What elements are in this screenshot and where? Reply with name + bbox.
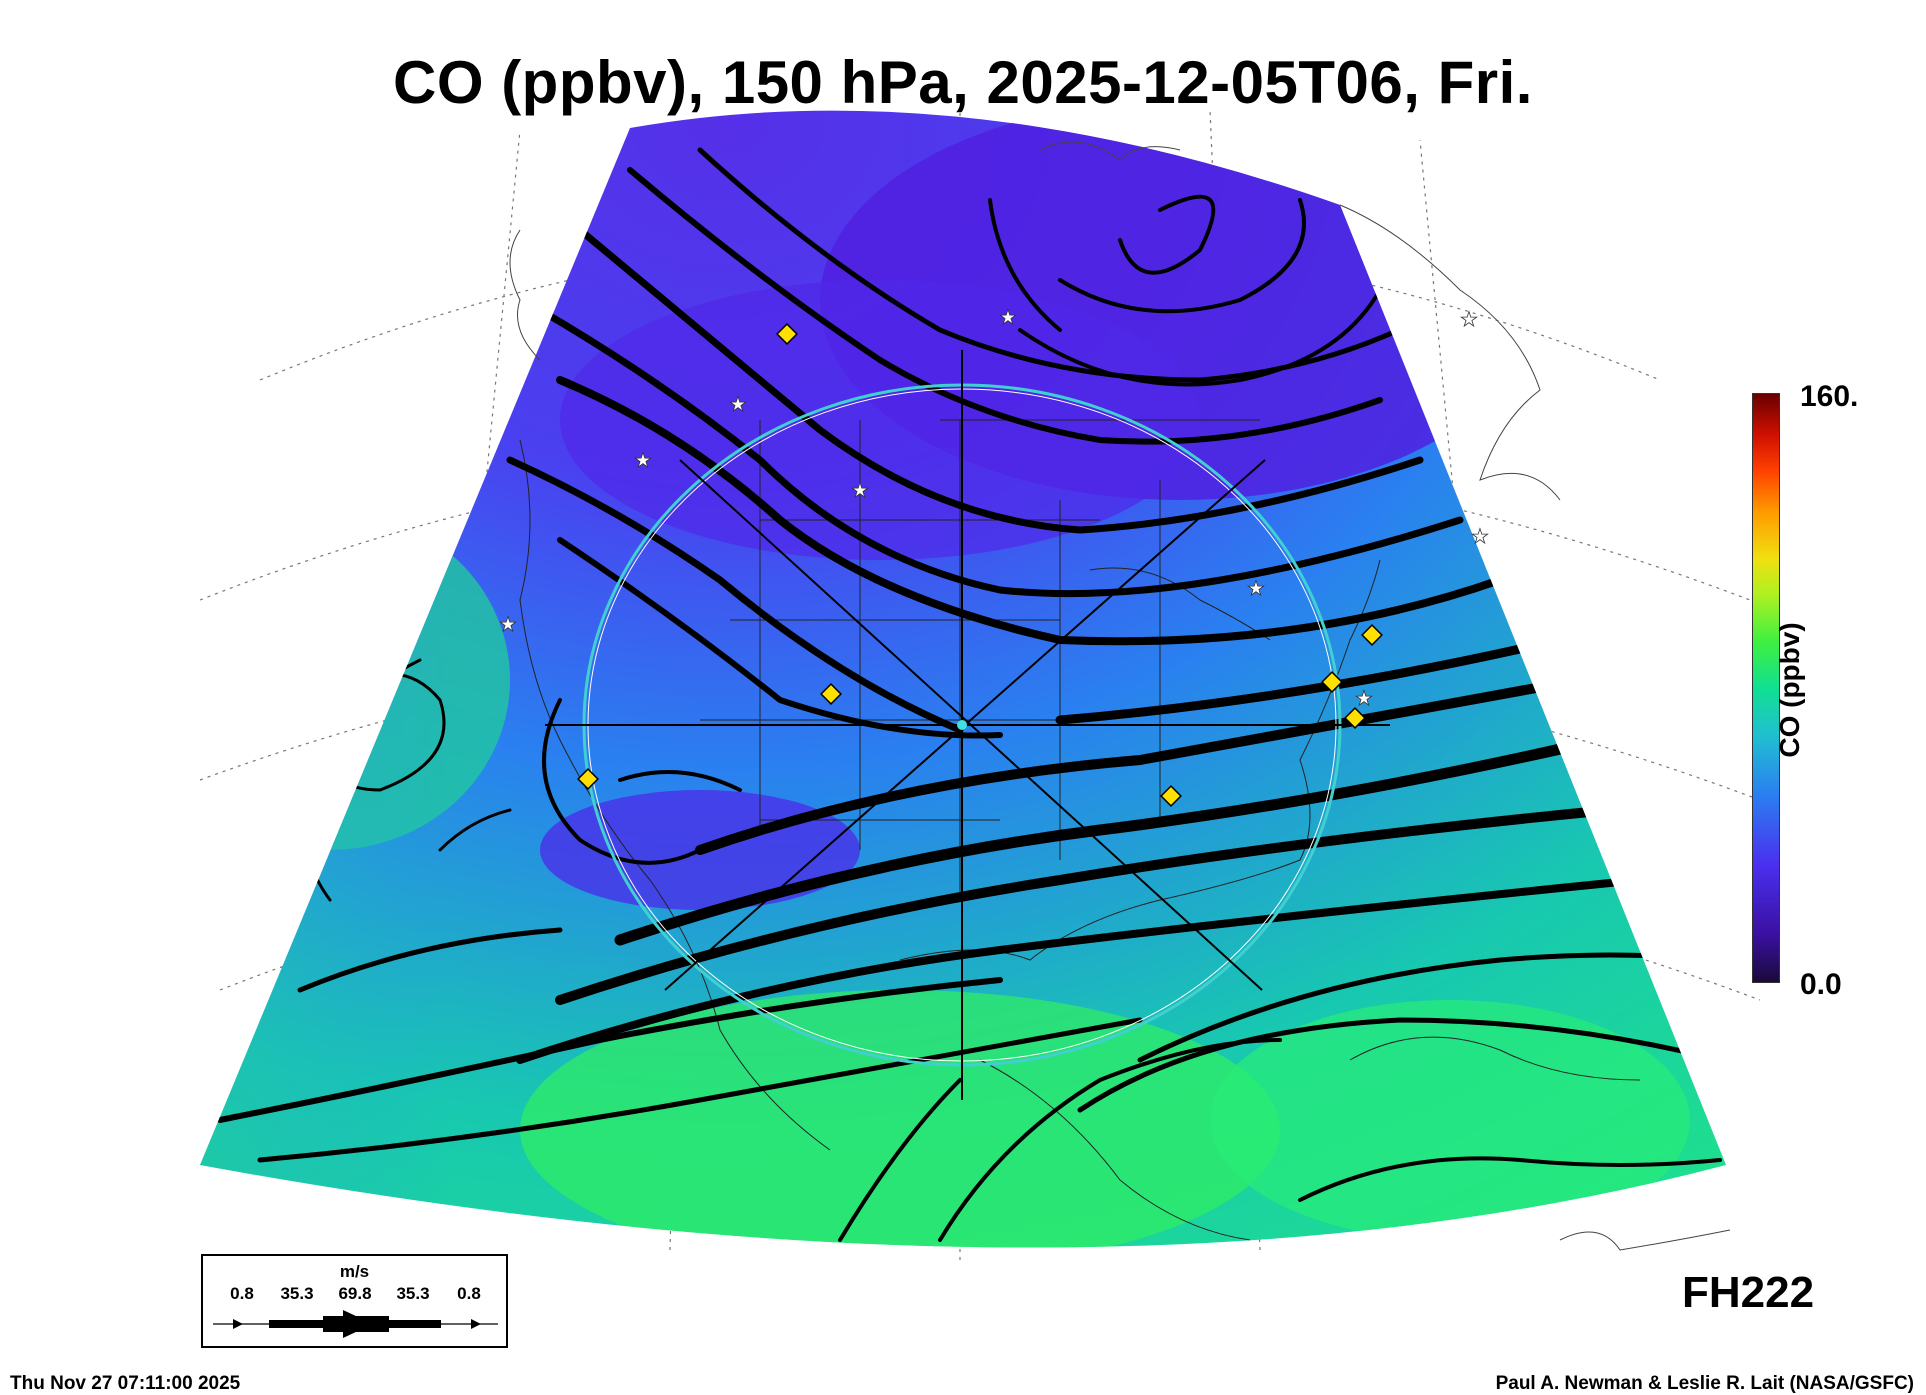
- site-marker: [1361, 624, 1383, 646]
- outer-coastlines: [509, 141, 1731, 1251]
- site-marker: [1321, 671, 1343, 693]
- colorbar-min-label: 0.0: [1800, 968, 1842, 1001]
- center-marker: [957, 720, 967, 730]
- wind-legend-arrow: [213, 1310, 498, 1338]
- co-field: [200, 110, 1726, 1248]
- city-marker: ★: [729, 394, 747, 416]
- wind-legend-value: 69.8: [338, 1284, 372, 1303]
- city-marker: ★: [999, 307, 1017, 329]
- colorbar-max-label: 160.: [1800, 380, 1859, 413]
- credit-text: Paul A. Newman & Leslie R. Lait (NASA/GS…: [1495, 1373, 1914, 1394]
- city-marker: ★: [1247, 578, 1265, 600]
- site-marker: [776, 323, 798, 345]
- wind-legend-value: 0.8: [230, 1284, 254, 1303]
- city-marker: ★: [499, 614, 517, 636]
- wind-legend-value: 0.8: [457, 1284, 481, 1303]
- site-marker: [577, 768, 599, 790]
- colorbar: [1752, 393, 1780, 983]
- map-title: CO (ppbv), 150 hPa, 2025-12-05T06, Fri.: [393, 49, 1533, 116]
- site-marker: [1344, 707, 1366, 729]
- run-timestamp: Thu Nov 27 07:11:00 2025: [10, 1373, 241, 1394]
- city-marker: ★: [851, 480, 869, 502]
- site-markers: [577, 323, 1383, 807]
- wind-legend-value: 35.3: [280, 1284, 314, 1303]
- colorbar-title: CO (ppbv): [1774, 622, 1805, 758]
- coastlines: [519, 419, 1641, 1241]
- forecast-hour-label: FH222: [1682, 1268, 1815, 1317]
- site-marker: [1160, 785, 1182, 807]
- city-markers: ★ ★ ★ ★ ★ ★ ★ ★ ★: [499, 307, 1490, 711]
- city-marker: ★: [634, 450, 652, 472]
- city-marker: ★: [1471, 526, 1489, 548]
- wind-legend-unit: m/s: [339, 1262, 370, 1281]
- site-marker: [820, 683, 842, 705]
- wind-speed-legend: m/s 0.8 35.3 69.8 35.3 0.8: [201, 1254, 508, 1348]
- wind-legend-value: 35.3: [396, 1284, 430, 1303]
- wind-streamlines: [217, 147, 1723, 1242]
- city-marker: ★: [1460, 309, 1478, 331]
- city-marker: ★: [1355, 688, 1373, 710]
